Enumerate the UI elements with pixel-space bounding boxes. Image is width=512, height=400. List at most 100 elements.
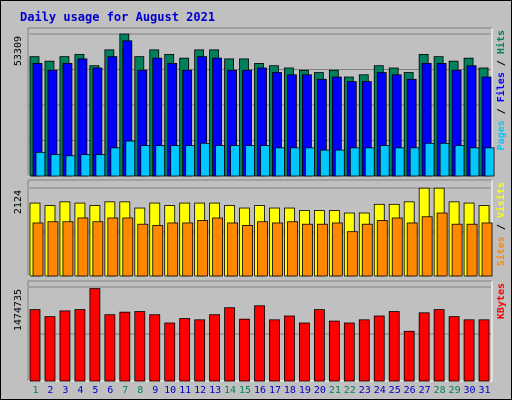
bar-pages-day-21 [334,149,345,177]
bar-pages-day-22 [349,147,360,177]
bar-kbytes-day-25 [388,311,400,382]
bar-sites-day-12 [197,220,209,277]
bar-pages-day-23 [364,147,375,177]
bar-pages-day-8 [140,145,151,177]
bar-pages-day-24 [379,145,390,177]
panel-hits_files_pages: 53309 Pages / Files / Hits [13,30,507,177]
bar-sites-day-26 [406,222,418,277]
bar-pages-day-2 [50,154,61,177]
day-label-7: 7 [122,385,128,396]
bar-pages-day-7 [125,140,136,177]
bar-sites-day-25 [391,217,403,277]
legend-separator: / [496,54,507,72]
day-label-9: 9 [152,385,158,396]
bar-pages-day-30 [469,147,480,177]
bar-kbytes-day-11 [179,318,191,382]
legend-visits_sites: Sites / Visits [495,182,507,266]
chart-panels: 53309 Pages / Files / Hits 2124 Sites / Vis… [13,27,507,382]
bar-sites-day-9 [152,225,164,277]
bar-pages-day-26 [409,147,420,177]
legend-separator: / [496,218,507,236]
legend-item-pages: Pages [496,120,507,150]
day-label-21: 21 [329,385,341,396]
bar-kbytes-day-29 [448,316,460,382]
day-label-18: 18 [284,385,296,396]
legend-item-visits: Visits [495,182,507,218]
legend-separator: / [496,102,507,120]
bar-pages-day-3 [65,155,76,177]
bar-sites-day-20 [316,223,328,277]
bar-sites-day-10 [167,222,179,277]
bar-pages-day-9 [155,145,166,177]
day-label-20: 20 [314,385,326,396]
bar-sites-day-22 [346,231,358,277]
day-label-23: 23 [359,385,371,396]
day-label-22: 22 [344,385,356,396]
bar-pages-day-25 [394,147,405,177]
bar-kbytes-day-1 [29,309,41,382]
bar-sites-day-6 [107,217,119,277]
bar-kbytes-day-26 [403,330,415,382]
bar-sites-day-23 [361,223,373,277]
y-axis-max-label: 2124 [13,190,24,214]
bar-pages-day-15 [245,145,255,177]
bar-sites-day-18 [287,221,298,277]
day-label-6: 6 [107,385,113,396]
day-label-11: 11 [179,385,191,396]
bar-sites-day-16 [257,221,268,277]
bar-sites-day-21 [331,222,343,277]
bar-pages-day-29 [454,145,465,177]
bar-kbytes-day-23 [358,319,370,382]
bar-kbytes-day-16 [254,305,265,382]
day-label-30: 30 [464,385,476,396]
bar-pages-day-27 [424,142,435,177]
bar-kbytes-day-3 [59,310,71,382]
bar-sites-day-5 [92,221,104,277]
bar-kbytes-day-2 [44,316,56,382]
bar-sites-day-15 [242,225,253,277]
day-label-31: 31 [478,385,490,396]
bar-kbytes-day-31 [478,319,490,382]
day-label-16: 16 [254,385,266,396]
bar-pages-day-14 [230,145,240,177]
day-label-10: 10 [164,385,176,396]
chart-title: Daily usage for August 2021 [20,10,215,24]
bar-kbytes-day-12 [194,319,206,382]
bar-sites-day-19 [302,223,313,277]
bar-kbytes-day-10 [164,322,176,382]
legend-hits_files_pages: Pages / Files / Hits [495,30,507,150]
bar-sites-day-11 [182,222,194,277]
day-label-17: 17 [269,385,281,396]
bar-kbytes-day-19 [299,322,310,382]
bar-sites-day-14 [227,222,238,277]
day-label-19: 19 [299,385,311,396]
bar-kbytes-day-4 [74,309,86,382]
bar-kbytes-day-8 [134,311,146,382]
legend-kbytes: KBytes [496,283,507,319]
bar-pages-day-6 [110,147,121,177]
bar-sites-day-4 [77,217,89,277]
bar-kbytes-day-27 [418,312,430,382]
bar-sites-day-2 [47,221,59,277]
bar-pages-day-12 [200,142,211,177]
bar-pages-day-13 [215,145,226,177]
bar-sites-day-28 [436,212,448,277]
bar-pages-day-5 [95,154,106,177]
bar-kbytes-day-13 [209,314,221,382]
bar-kbytes-day-6 [104,314,116,382]
bar-kbytes-day-20 [313,309,325,382]
bar-kbytes-day-14 [224,307,235,382]
y-axis-max-label: 1474735 [13,289,24,331]
bar-pages-day-28 [439,142,450,177]
bar-sites-day-8 [137,223,149,277]
bar-kbytes-day-21 [328,320,340,382]
bar-pages-day-19 [305,147,315,177]
bar-kbytes-day-17 [269,319,280,382]
bar-kbytes-day-15 [239,318,250,382]
bar-pages-day-20 [319,149,330,177]
bar-kbytes-day-7 [119,311,131,382]
bar-pages-day-18 [290,147,300,177]
legend-item-kbytes: KBytes [496,283,507,319]
bar-pages-day-10 [170,145,181,177]
